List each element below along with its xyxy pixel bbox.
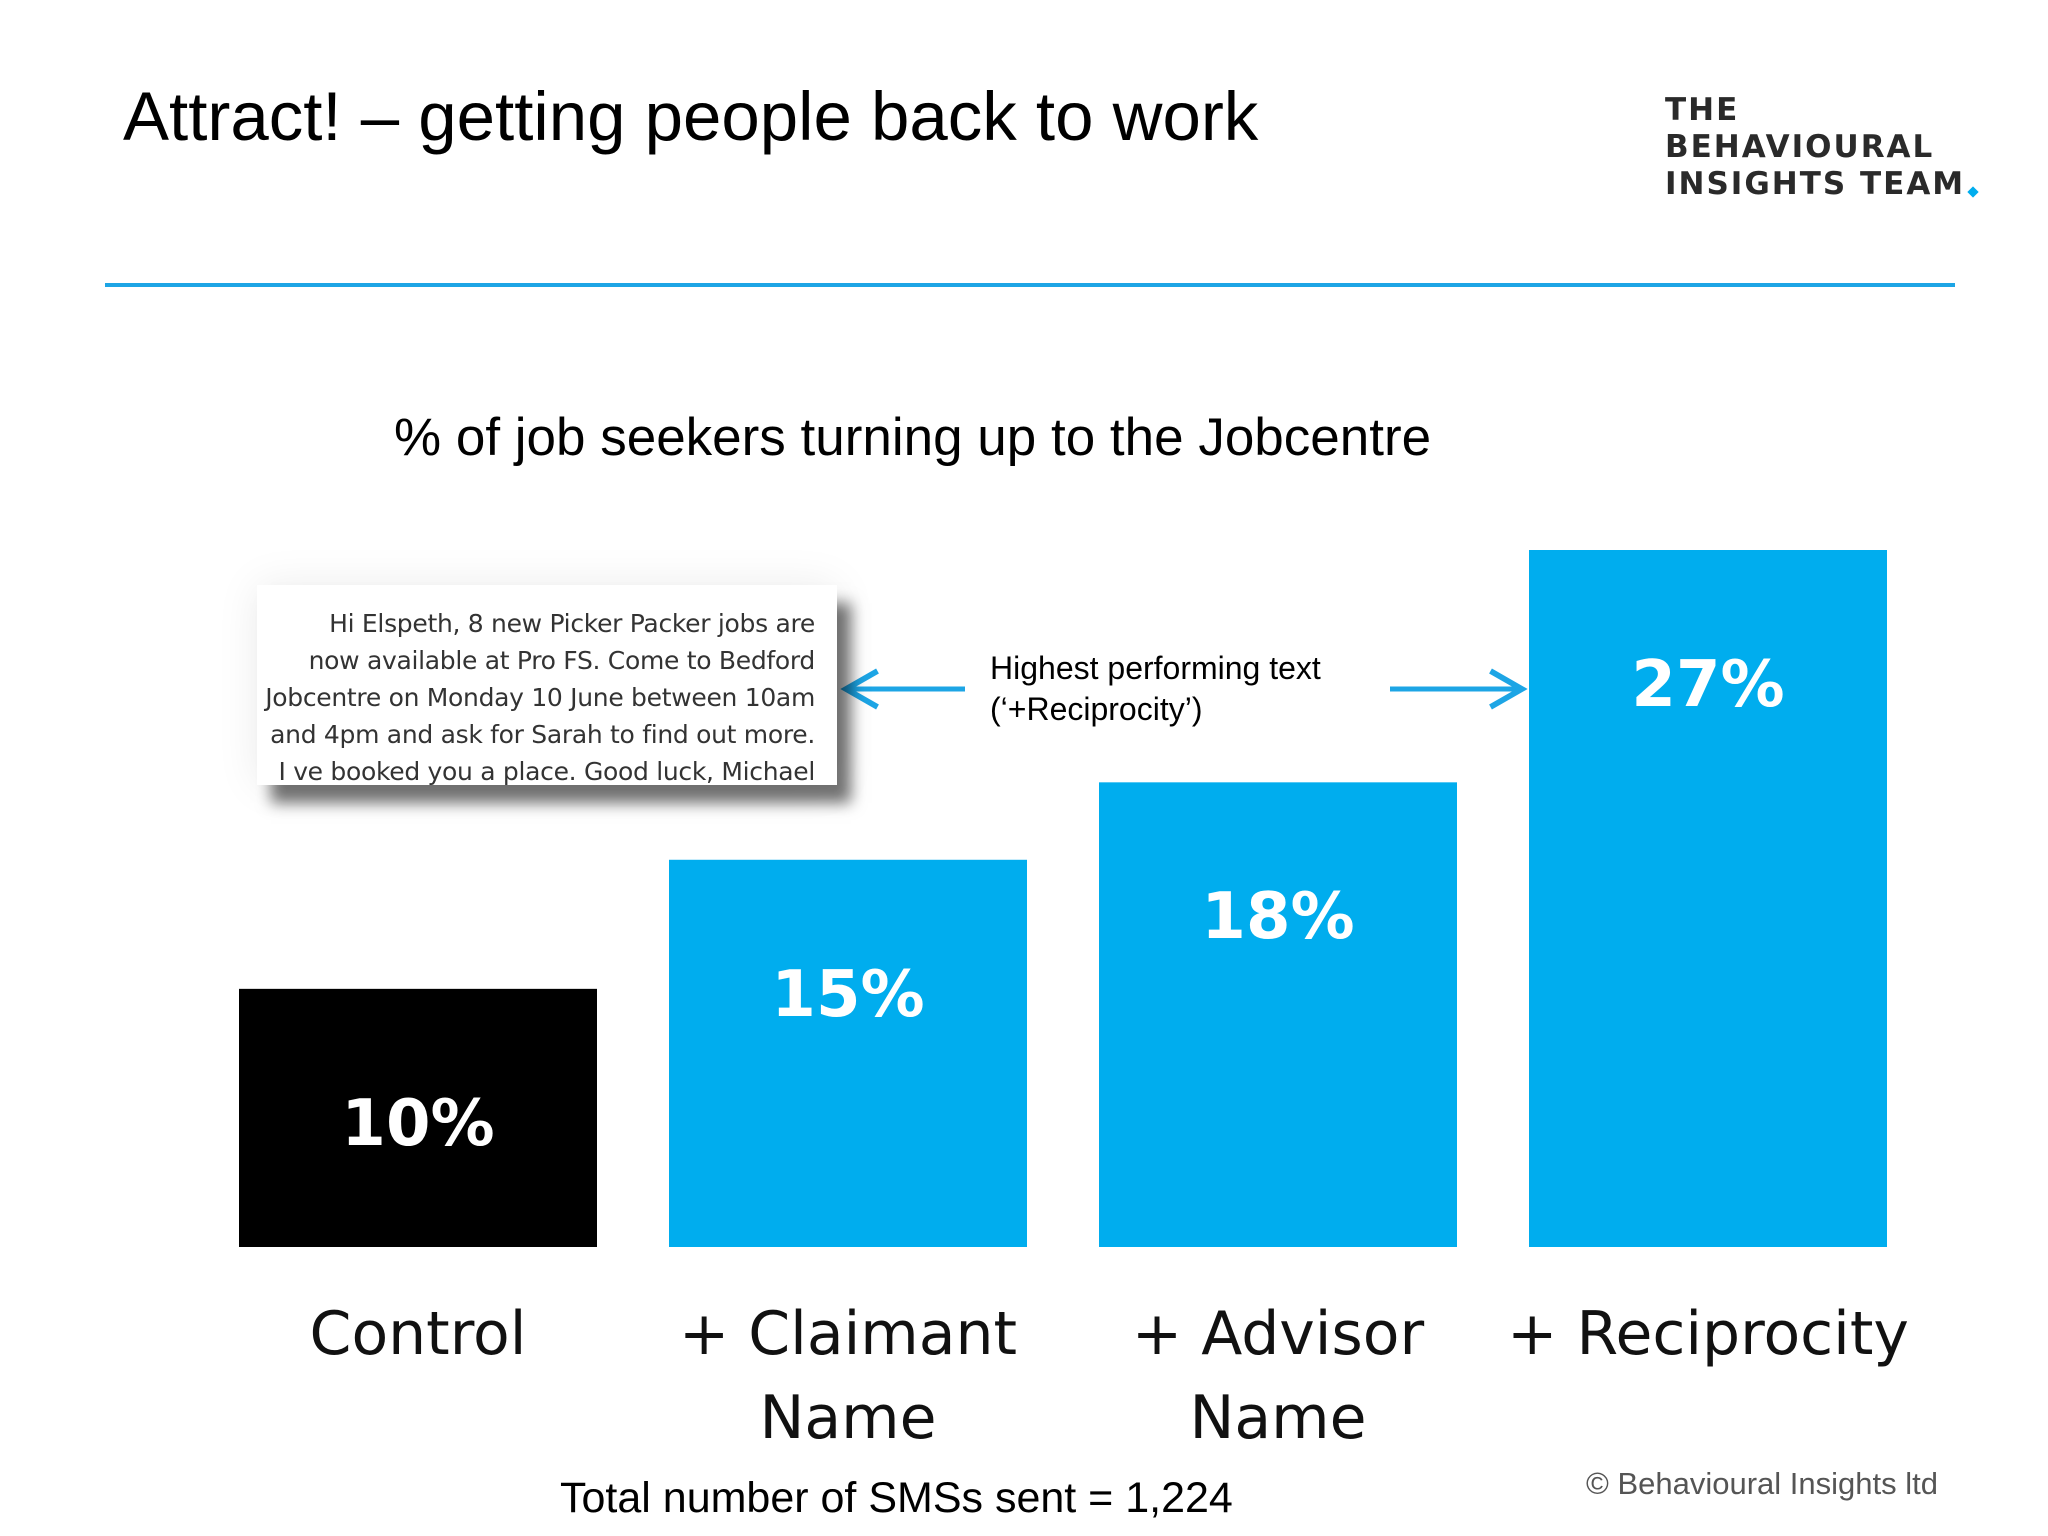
logo-line-3-text: INSIGHTS TEAM <box>1665 166 1966 202</box>
slide-title: Attract! – getting people back to work <box>123 78 1259 155</box>
total-sms-note: Total number of SMSs sent = 1,224 <box>560 1474 1233 1522</box>
category-label: + Advisor Name <box>1131 1299 1425 1453</box>
bar-4 <box>1529 550 1887 1247</box>
header-divider <box>105 283 1955 287</box>
bar-3 <box>1099 782 1457 1247</box>
bar-value-label: 10% <box>341 1086 495 1161</box>
bar-value-label: 27% <box>1631 648 1785 722</box>
highest-performing-annotation: Highest performing text (‘+Reciprocity’) <box>990 648 1321 730</box>
logo-line-3: INSIGHTS TEAM <box>1665 166 1979 203</box>
annotation-line-1: Highest performing text <box>990 650 1321 686</box>
chart-title: % of job seekers turning up to the Jobce… <box>394 408 1432 467</box>
category-label: + Reciprocity <box>1507 1299 1909 1369</box>
category-label: + Claimant Name <box>678 1299 1018 1453</box>
category-label: Control <box>309 1299 527 1369</box>
copyright-notice: © Behavioural Insights ltd <box>1586 1466 1938 1501</box>
annotation-line-2: (‘+Reciprocity’) <box>990 691 1203 727</box>
bars-group <box>239 550 1887 1247</box>
bar-2 <box>669 859 1027 1247</box>
bit-logo: THE BEHAVIOURAL INSIGHTS TEAM <box>1665 92 1979 203</box>
bar-value-label: 18% <box>1201 880 1355 955</box>
logo-line-2: BEHAVIOURAL <box>1665 129 1935 165</box>
logo-line-1: THE <box>1665 92 1740 128</box>
bar-value-label: 15% <box>771 957 925 1032</box>
sms-example-card: Hi Elspeth, 8 new Picker Packer jobs are… <box>257 585 837 786</box>
bar-1 <box>239 988 597 1247</box>
